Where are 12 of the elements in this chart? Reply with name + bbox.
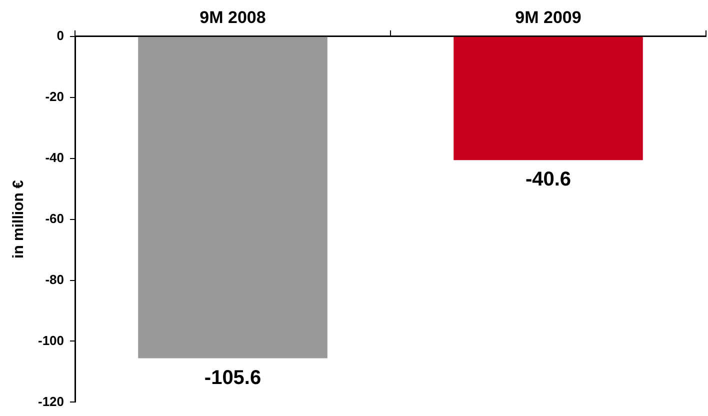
y-tick-label: 0 — [56, 28, 64, 43]
y-tick-label: -60 — [45, 210, 64, 226]
x-tick-label: 9M 2009 — [515, 8, 582, 27]
data-label: -105.6 — [204, 366, 262, 389]
y-tick-label: -40 — [45, 150, 64, 165]
y-tick-label: -100 — [38, 332, 64, 348]
data-label: -40.6 — [525, 168, 572, 191]
x-tick-label: 9M 2008 — [200, 8, 266, 27]
y-tick-label: -80 — [45, 272, 64, 287]
y-tick-label: -20 — [45, 88, 64, 104]
y-tick-label: -120 — [38, 394, 64, 409]
y-axis-title: in million € — [10, 179, 28, 258]
